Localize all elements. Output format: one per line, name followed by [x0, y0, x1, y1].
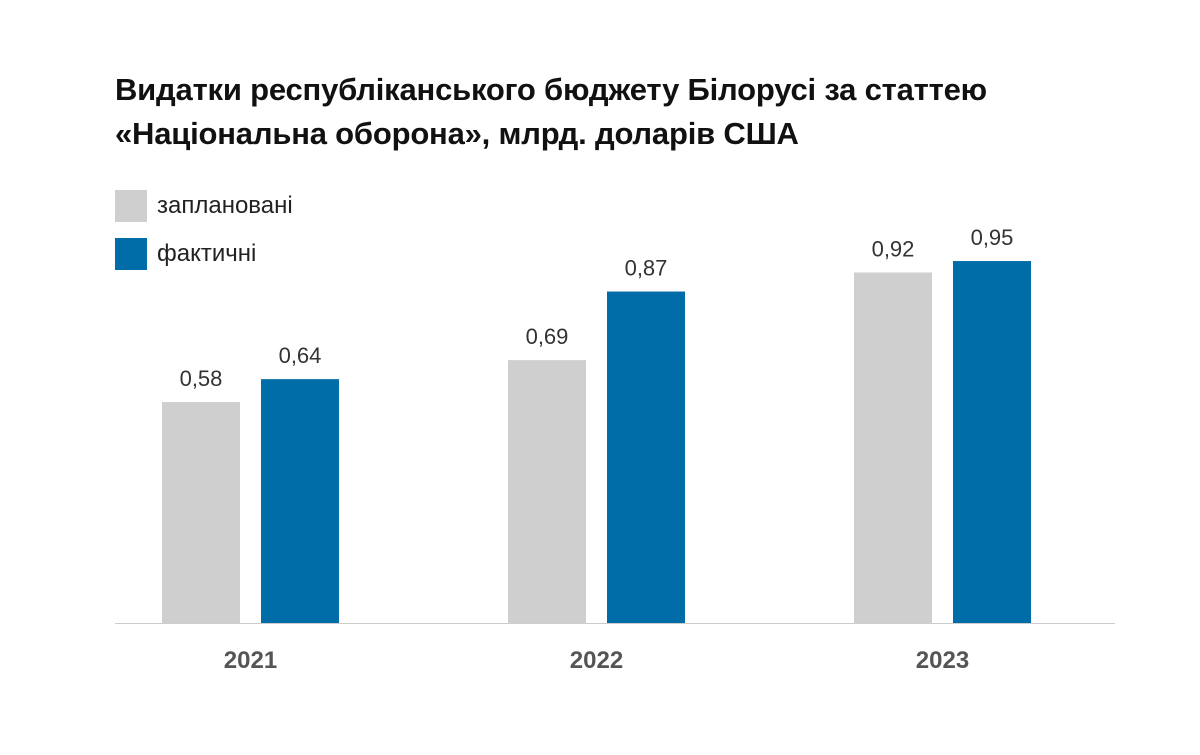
data-label-2021-planned: 0,58	[180, 366, 223, 391]
bar-2021-planned	[162, 402, 240, 623]
bar-2023-planned	[854, 272, 932, 623]
legend-item-planned: заплановані	[115, 190, 293, 222]
bar-2022-planned	[508, 360, 586, 623]
category-label-2022: 2022	[570, 647, 623, 674]
data-label-2023-planned: 0,92	[872, 236, 915, 261]
legend-label-actual: фактичні	[157, 240, 257, 267]
category-label-2023: 2023	[916, 647, 969, 674]
legend-swatch-actual	[115, 238, 147, 270]
chart-legend: заплановані фактичні	[115, 190, 293, 286]
bar-2021-actual	[261, 379, 339, 623]
legend-item-actual: фактичні	[115, 238, 293, 270]
legend-label-planned: заплановані	[157, 192, 293, 219]
data-label-2022-planned: 0,69	[526, 324, 569, 349]
chart-title-line-2: «Національна оборона», млрд. доларів США	[115, 116, 799, 151]
chart-title-line-1: Видатки республіканського бюджету Білору…	[115, 72, 987, 107]
category-label-2021: 2021	[224, 647, 277, 674]
bar-2022-actual	[607, 291, 685, 623]
legend-swatch-planned	[115, 190, 147, 222]
data-label-2022-actual: 0,87	[625, 256, 668, 281]
bar-2023-actual	[953, 261, 1031, 623]
data-label-2023-actual: 0,95	[971, 225, 1014, 250]
data-label-2021-actual: 0,64	[279, 343, 322, 368]
chart-title: Видатки республіканського бюджету Білору…	[115, 68, 1155, 156]
